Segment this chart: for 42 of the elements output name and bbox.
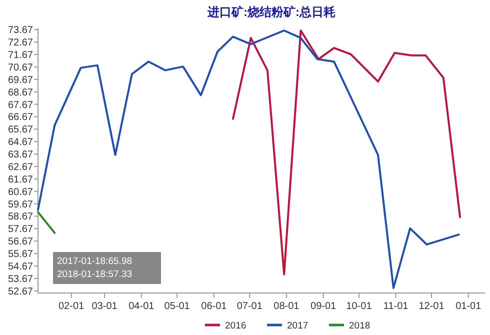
x-tick-label: 07-01 (236, 301, 263, 312)
legend-label: 2016 (225, 320, 246, 332)
y-tick-label: 53.67 (8, 274, 34, 285)
x-tick-label: 11-01 (383, 301, 409, 312)
x-tick-label: 10-01 (346, 301, 372, 312)
annotation: 2018-01-18:57.33 (57, 269, 132, 280)
y-tick-label: 73.67 (8, 25, 34, 36)
y-tick-label: 62.67 (8, 162, 34, 173)
y-tick-label: 54.67 (8, 262, 34, 272)
x-tick-label: 05-01 (164, 301, 190, 312)
x-tick-label: 09-01 (310, 301, 337, 312)
x-tick-label: 01-01 (456, 301, 482, 312)
y-tick-label: 66.67 (8, 112, 34, 124)
y-tick-label: 64.67 (8, 137, 34, 148)
x-tick-label: 02-01 (58, 301, 85, 312)
x-tick-label: 08-01 (274, 301, 300, 312)
x-tick-label: 06-01 (201, 301, 228, 312)
y-tick-label: 58.67 (8, 212, 34, 223)
x-tick-label: 04-01 (128, 301, 155, 312)
y-tick-label: 57.67 (8, 224, 34, 236)
y-tick-label: 68.67 (8, 87, 34, 98)
x-tick-label: 03-01 (92, 301, 118, 312)
y-tick-label: 61.67 (8, 174, 34, 186)
y-tick-label: 60.67 (8, 186, 34, 198)
y-tick-label: 55.67 (8, 249, 34, 260)
y-tick-label: 72.67 (8, 38, 34, 49)
legend-label: 2017 (287, 320, 308, 332)
y-tick-label: 59.67 (8, 199, 34, 210)
line-series (232, 29, 462, 276)
annotation: 2017-01-18:65.98 (57, 256, 132, 267)
y-tick-label: 67.67 (8, 100, 34, 111)
y-tick-label: 70.67 (8, 62, 34, 74)
legend-label: 2018 (349, 320, 370, 332)
chart-title: 进口矿:烧结粉矿:总日耗 (206, 5, 336, 19)
y-tick-label: 69.67 (8, 74, 34, 86)
y-tick-label: 71.67 (8, 50, 34, 61)
x-tick-label: 12-01 (418, 301, 445, 312)
line-series (37, 29, 460, 290)
y-tick-label: 65.67 (8, 124, 34, 136)
y-tick-label: 63.67 (8, 150, 34, 161)
y-tick-label: 52.67 (8, 286, 34, 298)
y-tick-label: 56.67 (8, 236, 34, 248)
